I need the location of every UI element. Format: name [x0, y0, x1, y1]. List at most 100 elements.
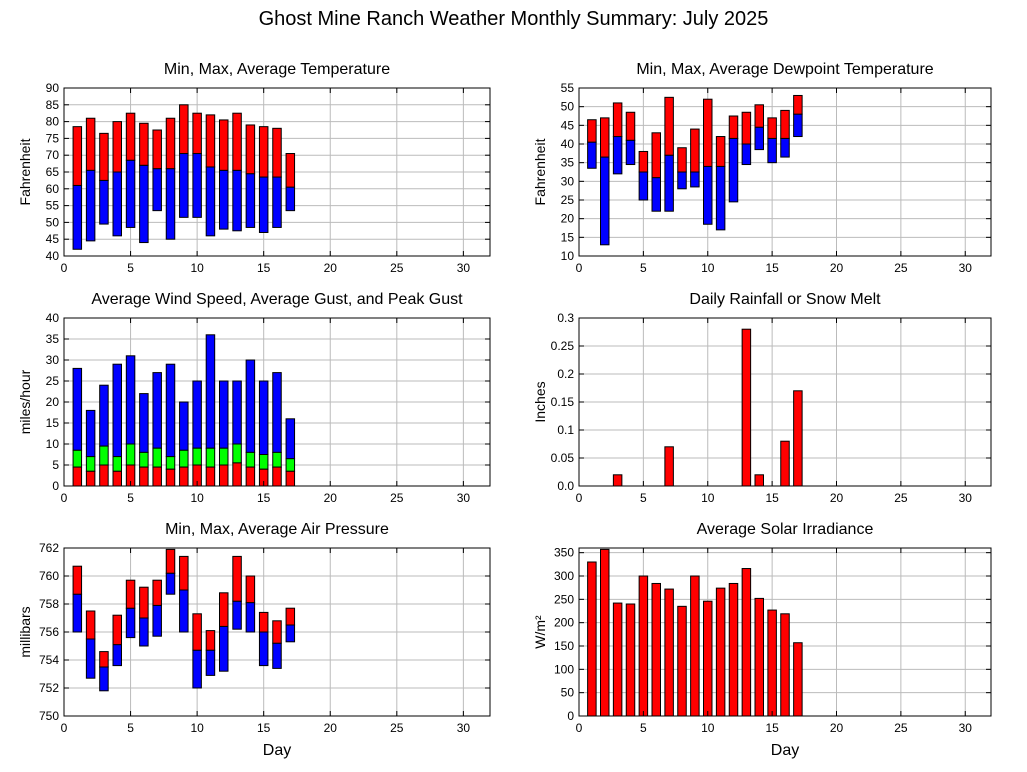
bar-min-avg — [85, 638, 96, 679]
y-tick-label: 750 — [39, 709, 59, 723]
bar-value — [664, 446, 674, 487]
bar-min-avg — [125, 159, 136, 228]
x-tick-label: 5 — [127, 261, 134, 275]
x-tick-label: 15 — [765, 491, 779, 505]
x-tick-label: 10 — [190, 261, 204, 275]
bar-avg-gust — [272, 451, 282, 468]
bar-avg-max — [690, 128, 700, 173]
bar-avg-gust — [165, 456, 176, 470]
y-tick-label: 20 — [561, 212, 575, 226]
bar-min-avg — [219, 625, 229, 672]
x-axis-label: Day — [263, 742, 291, 759]
bar-avg-gust — [258, 454, 269, 470]
bar-avg-max — [112, 614, 122, 646]
bar-avg-speed — [179, 466, 189, 487]
y-tick-label: 35 — [561, 156, 575, 170]
bar-min-avg — [139, 164, 149, 244]
bar-avg-max — [272, 127, 282, 178]
y-tick-label: 756 — [39, 625, 59, 639]
y-tick-label: 40 — [46, 249, 60, 263]
bar-avg-speed — [112, 470, 122, 487]
chart-title: Min, Max, Average Air Pressure — [165, 521, 389, 538]
x-tick-label: 0 — [576, 491, 583, 505]
bar-avg-max — [612, 102, 623, 138]
y-tick-label: 0.25 — [551, 339, 575, 353]
x-tick-label: 30 — [959, 261, 973, 275]
y-tick-label: 15 — [561, 230, 575, 244]
y-tick-label: 0.3 — [557, 311, 574, 325]
x-tick-label: 15 — [765, 721, 779, 735]
bar-avg-max — [152, 129, 162, 170]
bar-min-avg — [258, 631, 269, 667]
bar-avg-max — [677, 147, 687, 173]
bar-avg-max — [285, 153, 296, 188]
y-tick-label: 752 — [39, 681, 59, 695]
bar-avg-speed — [245, 466, 256, 487]
y-tick-label: 20 — [46, 395, 60, 409]
bar-avg-max — [664, 96, 674, 156]
y-tick-label: 65 — [46, 165, 60, 179]
bar-avg-max — [793, 94, 803, 115]
bar-min-avg — [664, 154, 674, 212]
bar-value — [741, 568, 752, 717]
x-tick-label: 20 — [324, 491, 338, 505]
x-tick-label: 25 — [390, 491, 404, 505]
bar-avg-max — [651, 132, 661, 179]
bar-avg-max — [85, 117, 96, 171]
chart-temperature: 0 5 10 15 20 25 30 40 45 50 55 60 65 70 75 80 85 90 Min, M… — [17, 61, 491, 275]
bar-value — [651, 582, 661, 717]
y-tick-label: 85 — [46, 98, 60, 112]
bar-min-avg — [112, 644, 122, 667]
y-tick-label: 300 — [554, 569, 574, 583]
bar-peak-gust — [152, 372, 162, 449]
bar-min-avg — [179, 589, 189, 633]
bar-avg-speed — [205, 466, 216, 487]
bar-value — [780, 440, 790, 487]
x-tick-label: 25 — [390, 261, 404, 275]
bar-avg-speed — [232, 462, 242, 487]
x-tick-label: 20 — [324, 261, 338, 275]
chart-pressure: 0 5 10 15 20 25 30 750 752 754 756 758 760 762 Min, Ma… — [17, 521, 491, 759]
bar-avg-max — [625, 111, 636, 141]
bar-peak-gust — [219, 380, 229, 449]
bar-min-avg — [219, 169, 229, 230]
bar-min-avg — [793, 113, 803, 138]
bar-avg-max — [205, 630, 216, 651]
x-tick-label: 15 — [257, 721, 271, 735]
bar-avg-max — [245, 124, 256, 175]
chart-title: Average Solar Irradiance — [697, 521, 874, 538]
bar-peak-gust — [192, 380, 202, 449]
x-tick-label: 15 — [257, 491, 271, 505]
bar-avg-max — [703, 98, 713, 167]
bar-peak-gust — [125, 355, 136, 445]
bar-avg-max — [638, 150, 649, 173]
y-axis-label: millibars — [17, 606, 33, 657]
y-tick-label: 0.2 — [557, 367, 574, 381]
bar-min-avg — [587, 141, 597, 169]
y-tick-label: 40 — [46, 311, 60, 325]
y-tick-label: 10 — [561, 249, 575, 263]
y-axis-label: Fahrenheit — [17, 138, 33, 205]
y-tick-label: 0 — [52, 479, 59, 493]
x-tick-label: 20 — [830, 721, 844, 735]
bar-peak-gust — [85, 409, 96, 458]
bar-avg-max — [125, 579, 136, 609]
bar-avg-gust — [72, 449, 83, 468]
x-tick-label: 0 — [576, 721, 583, 735]
bar-avg-gust — [245, 451, 256, 468]
bar-avg-max — [179, 555, 189, 591]
y-tick-label: 758 — [39, 597, 59, 611]
bar-peak-gust — [72, 367, 83, 451]
x-tick-label: 25 — [894, 491, 908, 505]
bar-value — [703, 600, 713, 717]
bar-value — [728, 582, 739, 717]
bar-value — [793, 642, 803, 717]
bar-min-avg — [677, 171, 687, 190]
bar-min-avg — [179, 153, 189, 218]
bar-avg-max — [728, 115, 739, 139]
y-axis-label: W/m² — [532, 615, 548, 649]
bar-value — [780, 613, 790, 717]
y-tick-label: 50 — [561, 100, 575, 114]
x-tick-label: 0 — [576, 261, 583, 275]
bar-value — [715, 587, 726, 717]
